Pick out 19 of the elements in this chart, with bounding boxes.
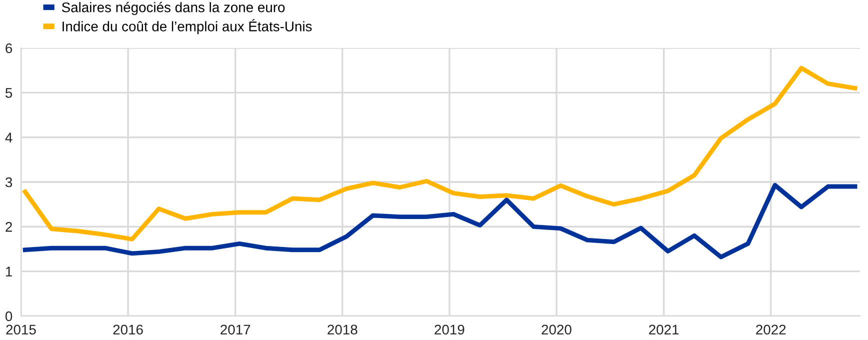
x-tick-label: 2018 xyxy=(328,324,358,335)
y-tick-label: 3 xyxy=(5,177,12,188)
y-tick-label: 1 xyxy=(6,266,12,276)
y-tick-label: 2 xyxy=(6,222,12,232)
x-tick-label: 2022 xyxy=(756,324,786,335)
y-tick-label: 4 xyxy=(5,132,12,142)
x-tick-label: 2017 xyxy=(220,324,250,335)
x-tick-label: 2020 xyxy=(542,324,572,335)
x-tick-label: 2015 xyxy=(6,324,36,335)
x-tick-label: 2019 xyxy=(434,324,464,335)
x-tick-label: 2016 xyxy=(113,324,143,335)
y-tick-label: 0 xyxy=(5,311,12,322)
x-tick-label: 2021 xyxy=(649,324,679,335)
y-tick-label: 5 xyxy=(6,88,12,98)
legend-label: Salaires négociés dans la zone euro xyxy=(62,2,285,16)
y-tick-label: 6 xyxy=(6,43,12,54)
legend-label: Indice du coût de l’emploi aux États-Unis xyxy=(62,19,312,34)
line-series xyxy=(22,66,858,242)
line-series xyxy=(22,182,858,260)
